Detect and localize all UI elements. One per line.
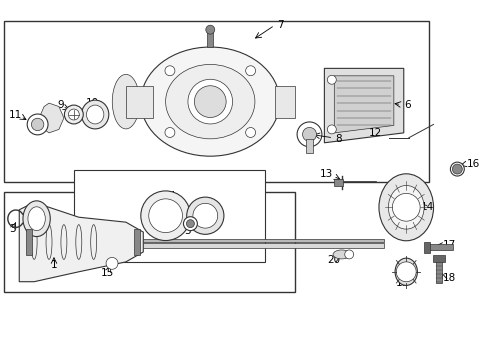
Polygon shape — [19, 202, 143, 282]
Circle shape — [206, 25, 215, 34]
Ellipse shape — [450, 162, 465, 176]
Bar — [26, 229, 32, 255]
Ellipse shape — [297, 122, 322, 147]
Text: 19: 19 — [396, 278, 410, 288]
Ellipse shape — [187, 197, 224, 234]
Text: 15: 15 — [100, 268, 114, 278]
Circle shape — [452, 164, 462, 174]
Circle shape — [392, 193, 420, 221]
Text: 6: 6 — [404, 100, 411, 109]
Text: 16: 16 — [467, 159, 481, 169]
Circle shape — [188, 79, 233, 124]
Bar — [143, 239, 384, 242]
Bar — [74, 170, 265, 262]
Bar — [275, 86, 294, 118]
Ellipse shape — [166, 64, 255, 139]
Polygon shape — [334, 76, 394, 133]
Bar — [126, 86, 153, 118]
Ellipse shape — [28, 207, 45, 231]
Text: 1: 1 — [50, 260, 57, 270]
Bar — [207, 30, 213, 47]
Ellipse shape — [69, 109, 79, 120]
Ellipse shape — [141, 191, 191, 240]
Ellipse shape — [149, 199, 182, 233]
Text: 3: 3 — [9, 224, 16, 234]
Ellipse shape — [31, 118, 44, 131]
Text: 8: 8 — [335, 134, 342, 144]
Circle shape — [187, 220, 195, 228]
Circle shape — [195, 86, 226, 117]
Circle shape — [327, 75, 336, 84]
Text: 17: 17 — [442, 240, 456, 251]
Circle shape — [327, 125, 336, 134]
Circle shape — [396, 262, 416, 282]
Text: 20: 20 — [327, 255, 340, 265]
Text: 10: 10 — [86, 98, 99, 108]
Ellipse shape — [395, 258, 417, 285]
Bar — [4, 192, 294, 292]
Ellipse shape — [302, 127, 317, 141]
Ellipse shape — [345, 250, 354, 259]
Ellipse shape — [27, 114, 48, 135]
Ellipse shape — [23, 201, 50, 237]
Bar — [424, 242, 430, 253]
Text: 13: 13 — [320, 169, 334, 179]
Text: 4: 4 — [168, 191, 175, 201]
Bar — [334, 179, 343, 186]
Ellipse shape — [141, 47, 280, 156]
Text: 11: 11 — [9, 109, 23, 120]
Polygon shape — [39, 103, 64, 133]
Bar — [4, 21, 429, 183]
Bar — [426, 244, 453, 251]
Circle shape — [106, 257, 118, 269]
Bar — [134, 229, 140, 255]
Ellipse shape — [81, 100, 109, 129]
Bar — [433, 255, 445, 262]
Circle shape — [165, 127, 175, 138]
Text: 12: 12 — [368, 128, 382, 138]
Ellipse shape — [64, 105, 83, 124]
Text: 18: 18 — [442, 273, 456, 283]
Ellipse shape — [333, 250, 350, 259]
Ellipse shape — [86, 105, 104, 124]
Bar — [436, 256, 442, 283]
Ellipse shape — [112, 74, 140, 129]
Ellipse shape — [389, 185, 424, 229]
Bar — [143, 243, 384, 248]
Text: 7: 7 — [277, 20, 284, 30]
Circle shape — [245, 127, 256, 138]
Text: 5: 5 — [184, 226, 191, 235]
Ellipse shape — [183, 217, 197, 231]
Circle shape — [165, 66, 175, 76]
Circle shape — [245, 66, 256, 76]
Ellipse shape — [379, 174, 434, 241]
Bar — [306, 139, 314, 153]
Ellipse shape — [193, 203, 218, 228]
Text: 14: 14 — [421, 202, 434, 212]
Text: 9: 9 — [57, 100, 64, 109]
Text: 2: 2 — [26, 232, 32, 242]
Polygon shape — [324, 68, 404, 143]
